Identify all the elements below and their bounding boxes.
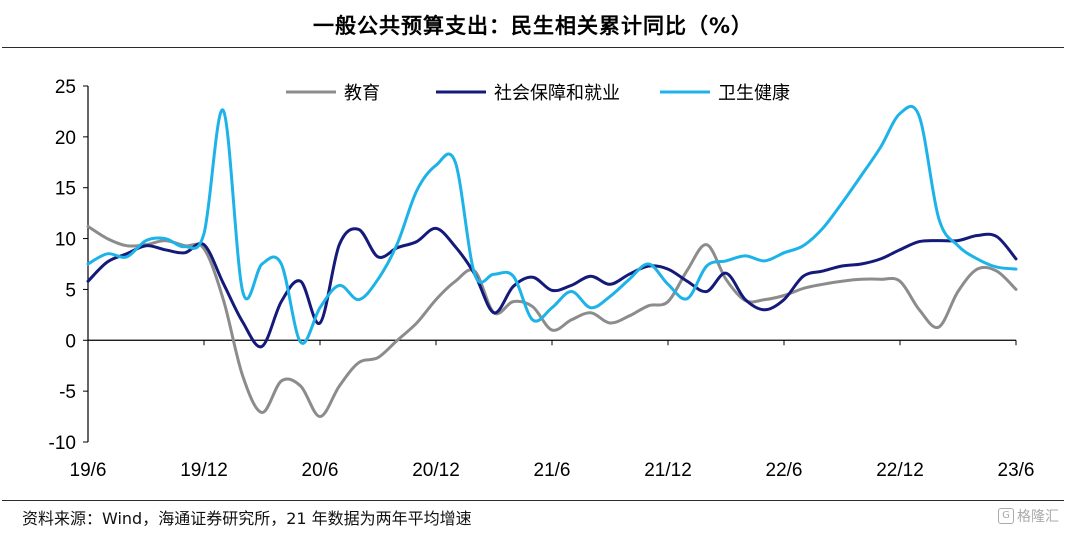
y-tick-label: -10: [49, 433, 76, 454]
series-line-education: [86, 224, 1018, 419]
title-divider: [2, 47, 1064, 48]
y-tick-label: -5: [59, 382, 76, 403]
x-tick-label: 22/12: [876, 460, 924, 481]
source-divider: [2, 500, 1064, 501]
chart-title: 一般公共预算支出：民生相关累计同比（%）: [312, 14, 754, 38]
series-line-health: [86, 105, 1018, 345]
x-tick-label: 20/6: [302, 460, 339, 481]
y-tick-label: 0: [65, 331, 76, 352]
x-tick-label: 19/6: [70, 460, 107, 481]
legend-item-social-security-label: 社会保障和就业: [494, 83, 620, 104]
watermark-logo-icon: G: [998, 508, 1014, 524]
legend-item-health-label: 卫生健康: [718, 83, 790, 104]
x-tick-label: 21/6: [534, 460, 571, 481]
legend-item-education-label: 教育: [344, 83, 380, 104]
watermark-text: 格隆汇: [1017, 509, 1059, 525]
source-note: 资料来源：Wind，海通证券研究所，21 年数据为两年平均增速: [22, 509, 472, 528]
y-tick-label: 20: [55, 128, 76, 149]
watermark: G 格隆汇: [998, 506, 1059, 526]
y-tick-label: 25: [55, 77, 76, 98]
x-tick-label: 23/6: [998, 460, 1035, 481]
y-tick-label: 10: [55, 230, 76, 251]
y-tick-label: 5: [65, 280, 76, 301]
x-tick-label: 19/12: [180, 460, 228, 481]
x-tick-label: 20/12: [412, 460, 460, 481]
x-tick-label: 21/12: [644, 460, 692, 481]
y-tick-label: 15: [55, 179, 76, 200]
x-tick-label: 22/6: [766, 460, 803, 481]
series-line-social-security: [86, 226, 1018, 349]
